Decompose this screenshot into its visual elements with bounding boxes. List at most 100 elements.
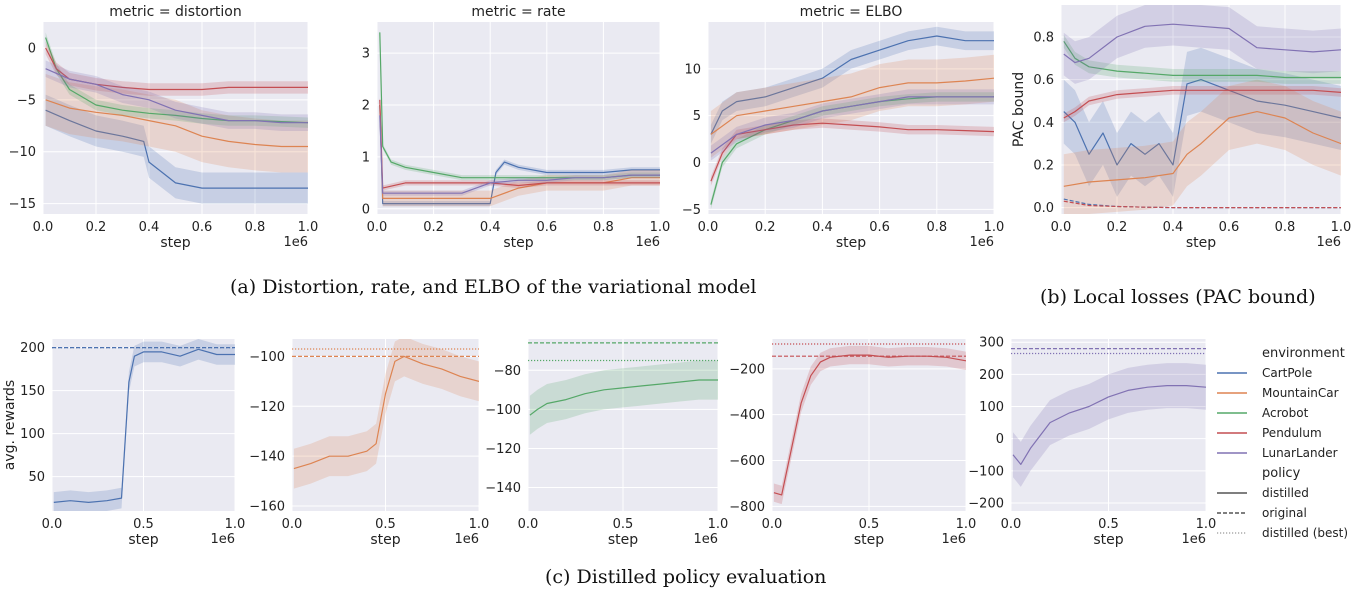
y-tick-label: 1	[362, 150, 370, 165]
x-tick-label: 0.0	[518, 517, 539, 532]
x-tick-label: 1.0	[1331, 220, 1352, 235]
x-tick-label: 0.2	[755, 220, 776, 235]
x-tick-label: 0.0	[33, 220, 54, 235]
x-tick-label: 1.0	[298, 220, 319, 235]
x-tick-label: 1.0	[956, 517, 977, 532]
legend-title-policy: policy	[1262, 466, 1301, 481]
x-offset-label: 1e6	[635, 235, 660, 250]
band-lunarlander	[1013, 363, 1206, 487]
x-tick-label: 0.8	[1275, 220, 1296, 235]
x-tick-label: 0.2	[1107, 220, 1128, 235]
y-tick-label: 50	[28, 470, 45, 485]
y-tick-label: −5	[682, 203, 701, 218]
legend-entry-cartpole: CartPole	[1262, 366, 1312, 380]
y-tick-label: −5	[17, 93, 36, 108]
band-cartpole	[1063, 47, 1341, 197]
y-tick-label: −100	[249, 350, 285, 365]
x-axis-label: step	[836, 235, 866, 251]
x-tick-label: 0.8	[245, 220, 266, 235]
y-tick-label: 300	[979, 336, 1004, 351]
chart-title: metric = rate	[471, 4, 565, 20]
band-mountaincar	[1063, 79, 1341, 214]
legend-entry-original: original	[1262, 506, 1307, 520]
series-line-pendulum	[379, 99, 660, 189]
y-tick-label: −100	[968, 464, 1004, 479]
y-tick-label: −800	[729, 500, 765, 515]
plot-area	[43, 22, 308, 214]
band-pendulum	[773, 345, 966, 505]
series-group	[1011, 348, 1206, 487]
series-group	[772, 343, 966, 505]
series-group	[292, 339, 479, 489]
y-tick-label: −120	[249, 400, 285, 415]
y-tick-label: 3	[362, 47, 370, 62]
band-mountaincar	[293, 339, 479, 489]
y-tick-label: −15	[9, 197, 36, 212]
chart-elbo: 0.0 0.2 0.4 0.6 0.8 1.0 −5 0 5 10 1e6 step metric = …	[682, 4, 1005, 251]
x-tick-label: 0.0	[762, 517, 783, 532]
x-tick-label: 0.6	[536, 220, 557, 235]
y-tick-label: −80	[494, 364, 521, 379]
y-axis-label: PAC bound	[1011, 72, 1027, 147]
x-tick-label: 0.5	[1098, 517, 1119, 532]
chart-title: metric = ELBO	[800, 4, 903, 20]
caption-c: (c) Distilled policy evaluation	[545, 566, 827, 588]
band-mountaincar	[379, 97, 660, 207]
series-line-cartpole	[710, 35, 994, 135]
y-tick-label: 5	[693, 109, 701, 124]
x-axis-label: step	[854, 532, 884, 548]
x-offset-label: 1e6	[941, 532, 966, 547]
band-acrobot	[379, 29, 660, 181]
series-group	[528, 342, 718, 435]
series-group	[45, 32, 308, 204]
x-tick-label: 1.0	[469, 517, 490, 532]
chart-eval-cartpole: 0.0 0.5 1.0 50 100 150 200 1e6 step avg. rewards	[2, 339, 245, 548]
y-tick-label: 100	[979, 400, 1004, 415]
y-tick-label: −600	[729, 454, 765, 469]
caption-b: (b) Local losses (PAC bound)	[1040, 286, 1316, 308]
series-line-mountaincar	[379, 104, 660, 199]
legend-entry-distilled: distilled	[1262, 486, 1309, 500]
legend-entry-mountaincar: MountainCar	[1262, 386, 1339, 400]
x-offset-label: 1e6	[454, 532, 479, 547]
x-tick-label: 0.5	[859, 517, 880, 532]
x-offset-label: 1e6	[283, 235, 308, 250]
series-group	[1063, 5, 1341, 214]
series-line-pendulum	[710, 122, 994, 182]
x-offset-label: 1e6	[1181, 532, 1206, 547]
series-line-pendulum-dashed	[1063, 200, 1341, 209]
x-tick-label: 0.5	[133, 517, 154, 532]
y-tick-label: 100	[20, 427, 45, 442]
plot-area	[708, 22, 994, 214]
y-tick-label: −160	[249, 500, 285, 515]
x-tick-label: 0.0	[1051, 220, 1072, 235]
chart-rate: 0.0 0.2 0.4 0.6 0.8 1.0 0 1 2 3 1e6 step metric = ra…	[362, 4, 671, 251]
band-cartpole	[710, 26, 994, 144]
series-line-mountaincar	[1063, 111, 1341, 187]
y-tick-label: 0	[28, 41, 36, 56]
series-line-lunarlander	[45, 68, 308, 124]
y-tick-label: 150	[20, 384, 45, 399]
caption-a: (a) Distortion, rate, and ELBO of the va…	[230, 276, 757, 298]
legend-entry-pendulum: Pendulum	[1262, 426, 1322, 440]
legend-entry-lunarlander: LunarLander	[1262, 446, 1338, 460]
x-tick-label: 1.0	[225, 517, 246, 532]
band-pendulum	[1063, 86, 1341, 123]
y-tick-label: 200	[979, 368, 1004, 383]
band-pendulum	[379, 97, 660, 191]
y-tick-label: 0.8	[1033, 30, 1054, 45]
x-axis-label: step	[608, 532, 638, 548]
y-tick-label: 10	[684, 62, 701, 77]
chart-eval-mountaincar: 0.0 0.5 1.0 −160 −140 −120 −100 1e6 step	[249, 339, 490, 548]
series-line-lunarlander	[379, 115, 660, 194]
x-offset-label: 1e6	[693, 532, 718, 547]
series-line-cartpole	[45, 109, 308, 189]
x-tick-label: 0.4	[139, 220, 160, 235]
y-tick-label: 0.6	[1033, 73, 1054, 88]
plot-area	[1061, 5, 1341, 214]
band-lunarlander	[1063, 5, 1341, 84]
y-tick-label: −400	[729, 408, 765, 423]
series-line-acrobot	[1063, 40, 1341, 79]
y-tick-label: −120	[485, 442, 521, 457]
